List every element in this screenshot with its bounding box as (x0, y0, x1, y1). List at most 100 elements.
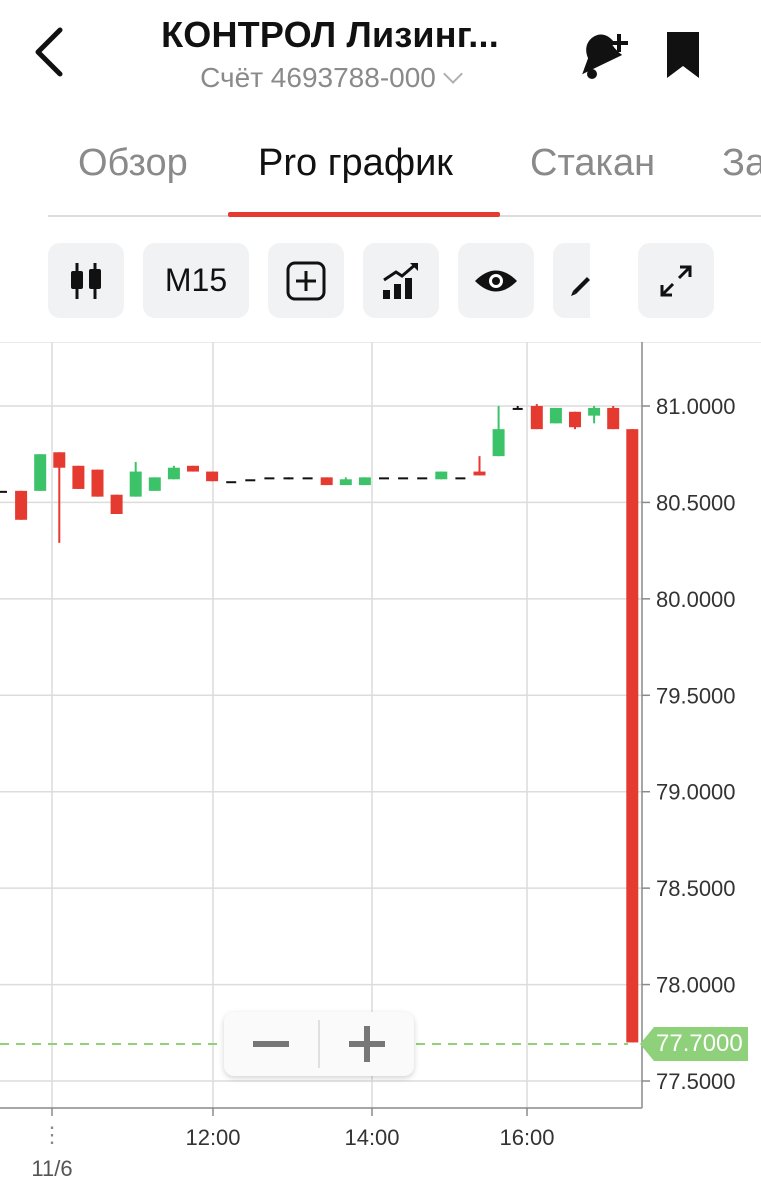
candle (588, 406, 601, 424)
candle (129, 461, 142, 497)
candle (283, 477, 294, 480)
candle (206, 471, 219, 482)
zoom-in-button[interactable] (320, 1012, 414, 1076)
candle-body (206, 471, 219, 482)
candle (455, 477, 466, 480)
candle-body (398, 477, 409, 480)
candle (530, 404, 543, 430)
header-bar: КОНТРОЛ Лизинг... Счёт 4693788-000 (0, 0, 761, 120)
chevron-down-icon (442, 64, 463, 84)
time-axis: 12:00 14:00 16:00 (51, 1108, 555, 1150)
candle (549, 407, 562, 424)
timeframe-label: M15 (164, 262, 228, 298)
price-tick-label: 79.0000 (656, 780, 736, 805)
candle-body (34, 454, 47, 491)
candle-body (91, 469, 104, 497)
candle-body (110, 494, 123, 514)
candle (15, 490, 28, 520)
chart-type-button[interactable] (48, 243, 124, 318)
price-tick-label: 80.5000 (656, 490, 736, 515)
timeframe-button[interactable]: M15 (143, 243, 249, 318)
candle-body (339, 479, 352, 486)
indicators-button[interactable] (363, 243, 439, 318)
candle (339, 477, 352, 486)
candle (167, 465, 180, 480)
tab-bar: Обзор Pro график Стакан За (0, 128, 761, 220)
active-tab-indicator (228, 212, 500, 217)
candle (492, 406, 505, 457)
last-price-value: 77.7000 (656, 1030, 743, 1057)
candle-body (167, 467, 180, 480)
bell-plus-icon (582, 34, 628, 79)
candle (148, 477, 161, 491)
date-label: 11/6 (31, 1156, 72, 1181)
add-alert-button[interactable] (572, 28, 632, 84)
candle (302, 477, 313, 480)
zoom-out-button[interactable] (224, 1012, 318, 1076)
chevron-left-icon (35, 27, 63, 77)
candle (398, 477, 409, 480)
plus-icon (349, 1026, 385, 1062)
candle (435, 471, 448, 480)
add-indicator-button[interactable] (268, 243, 344, 318)
drawing-button[interactable] (553, 243, 590, 318)
last-price-badge (640, 1027, 748, 1061)
candle-body (0, 490, 7, 493)
tab-partial[interactable]: За (722, 142, 761, 184)
candle-body (283, 477, 294, 480)
candle (320, 477, 333, 486)
candle (72, 465, 85, 489)
chart-growth-icon (383, 262, 418, 299)
candle-body (530, 406, 543, 430)
add-indicator-icon (286, 261, 326, 300)
candle (187, 465, 199, 472)
candle (245, 479, 256, 482)
eye-icon (475, 270, 517, 291)
price-tick-label: 77.5000 (656, 1069, 736, 1094)
candle-body (455, 477, 466, 480)
candle-body (492, 429, 505, 457)
zoom-control (224, 1012, 414, 1076)
candle (569, 411, 581, 430)
pencil-icon (571, 276, 590, 296)
minus-icon (253, 1041, 289, 1047)
candle-body (53, 452, 66, 468)
chart-grid (0, 342, 642, 1108)
candle (607, 406, 620, 430)
fullscreen-button[interactable] (638, 243, 714, 318)
price-tick-label: 78.5000 (656, 876, 736, 901)
visibility-button[interactable] (458, 243, 534, 318)
candle (512, 406, 523, 410)
candle-body (264, 477, 275, 480)
candle-body (72, 465, 85, 489)
time-tick-label: 16:00 (499, 1125, 554, 1150)
candle (34, 454, 47, 491)
bookmark-button[interactable] (658, 28, 708, 84)
back-button[interactable] (26, 22, 78, 82)
price-chart[interactable]: 81.0000 80.5000 80.0000 79.5000 79.0000 78.50… (0, 342, 761, 1200)
candle-body (473, 471, 486, 476)
account-selector[interactable]: Счёт 4693788-000 (110, 62, 550, 94)
date-tick-mark: ⋮ (41, 1122, 63, 1147)
candle-body (435, 471, 448, 480)
account-label: Счёт 4693788-000 (200, 62, 436, 93)
tab-overview[interactable]: Обзор (78, 142, 188, 184)
candle-body (302, 477, 313, 480)
candle (110, 494, 123, 514)
candle-body (320, 477, 333, 486)
candle-body (417, 477, 428, 480)
candle (379, 477, 389, 480)
time-tick-label: 14:00 (344, 1125, 399, 1150)
price-axis: 81.0000 80.5000 80.0000 79.5000 79.0000 78.50… (642, 394, 736, 1094)
candle (53, 452, 66, 543)
tab-pro-chart[interactable]: Pro график (258, 142, 453, 184)
tab-order-book[interactable]: Стакан (530, 142, 656, 184)
candle-body (379, 477, 389, 480)
candles-icon (71, 262, 101, 299)
candle-body (15, 490, 28, 520)
candles-series (0, 404, 639, 1043)
candle-body (245, 479, 256, 482)
candle-body (129, 471, 142, 497)
expand-icon (660, 265, 692, 296)
candle-body (226, 481, 237, 484)
